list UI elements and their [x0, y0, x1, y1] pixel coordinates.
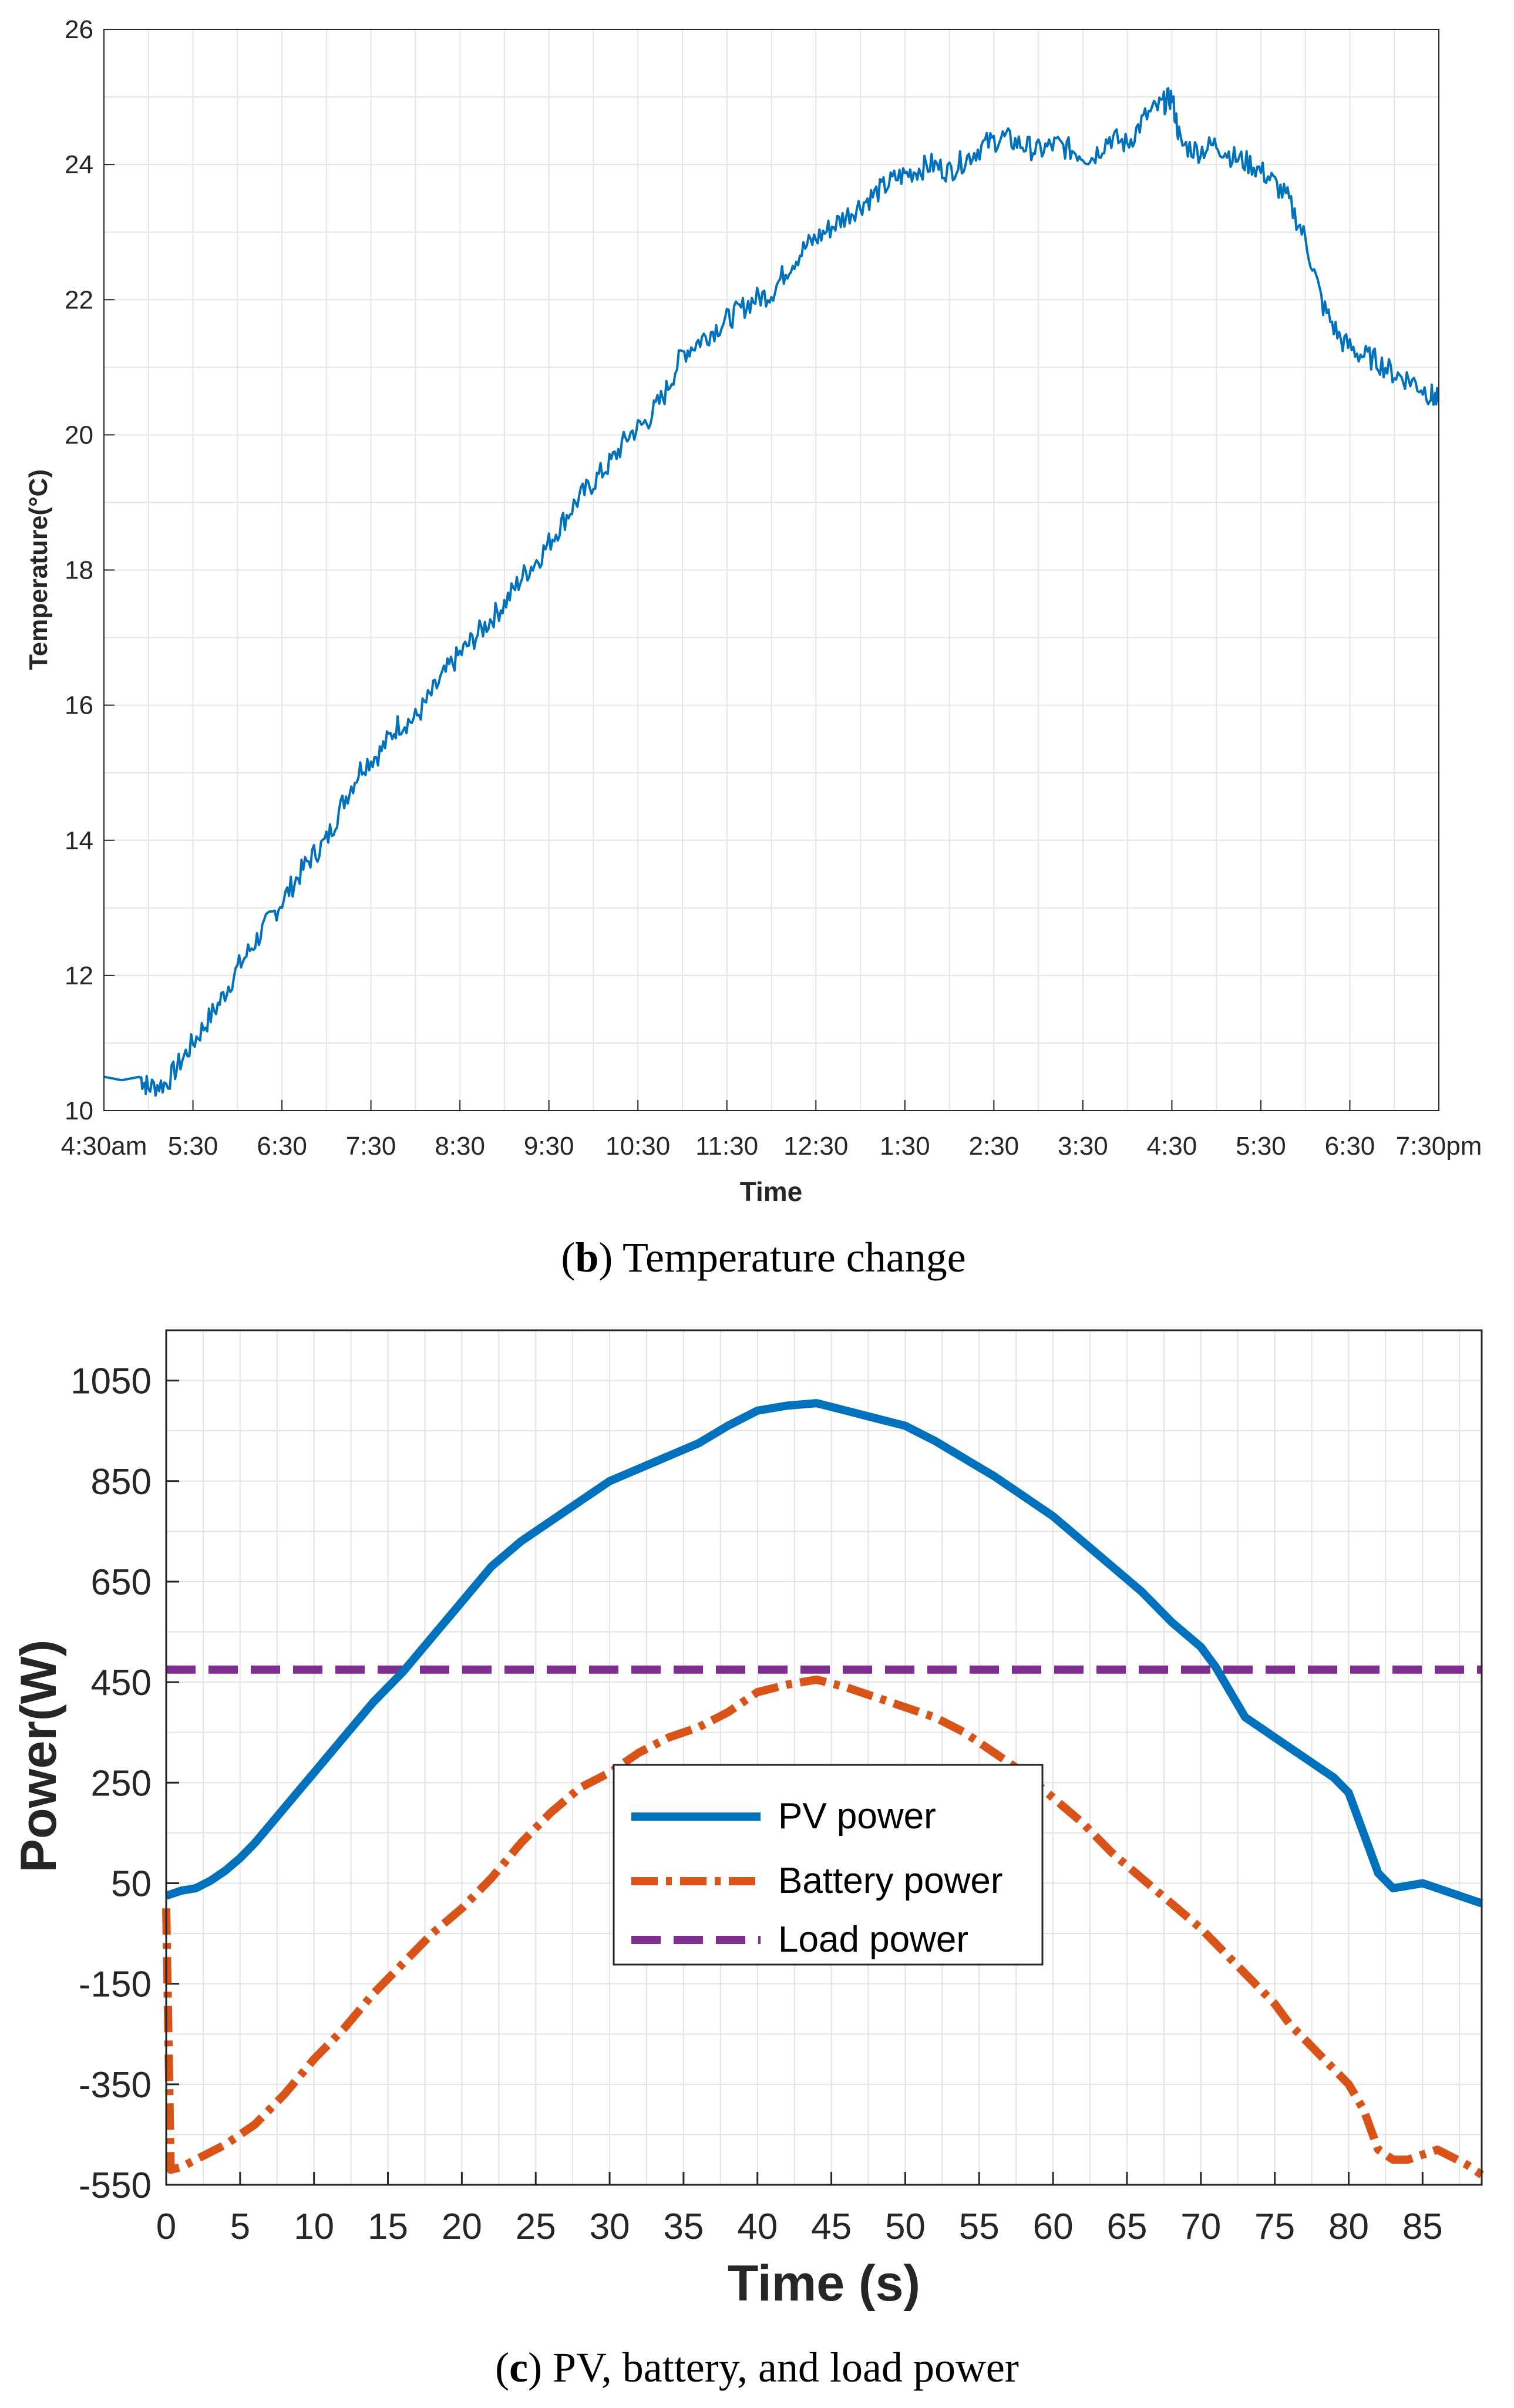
- x-tick-label: 65: [1106, 2207, 1147, 2247]
- x-tick-label: 1:30: [880, 1132, 930, 1161]
- x-tick-label: 45: [811, 2207, 852, 2247]
- x-tick-label: 55: [959, 2207, 1000, 2247]
- y-tick-label: -150: [79, 1965, 152, 2005]
- caption-c: (c) PV, battery, and load power: [495, 2344, 1019, 2391]
- x-tick-label: 60: [1033, 2207, 1074, 2247]
- legend-box: [613, 1764, 1044, 1966]
- plot-area: [166, 1330, 1482, 2185]
- pv-power-line: [164, 1399, 1483, 1908]
- y-tick-label: 250: [91, 1763, 152, 1804]
- x-tick-label: 0: [156, 2207, 176, 2247]
- x-tick-label: 85: [1402, 2207, 1443, 2247]
- x-tick-label: 15: [368, 2207, 408, 2247]
- y-tick-label: 14: [65, 826, 93, 855]
- x-tick-label: 7:30: [346, 1132, 396, 1161]
- x-tick-label: 10: [294, 2207, 334, 2247]
- x-tick-label: 70: [1180, 2207, 1221, 2247]
- x-tick-label: 11:30: [695, 1132, 758, 1161]
- x-tick-label: 12:30: [783, 1132, 848, 1161]
- y-tick-label: 50: [111, 1864, 152, 1904]
- power-chart: 0 5 10 15 20 25 30 35 40 45 50 55 60 65 70 75 80 85 -550 -3…: [11, 1329, 1484, 2391]
- x-tick-label: 75: [1254, 2207, 1295, 2247]
- y-tick-label: 18: [65, 556, 93, 585]
- x-tick-label: 80: [1328, 2207, 1369, 2247]
- y-tick-label: -350: [79, 2065, 152, 2106]
- x-tick-label: 30: [590, 2207, 630, 2247]
- x-tick-label: 5: [230, 2207, 250, 2247]
- tick-labels: 0 5 10 15 20 25 30 35 40 45 50 55 60 65 70 75 80 85 -550 -3…: [70, 1361, 1443, 2247]
- x-tick-label: 2:30: [969, 1132, 1020, 1161]
- x-tick-label: 9:30: [524, 1132, 574, 1161]
- axes-frame: [103, 29, 1439, 1111]
- y-tick-label: 26: [65, 15, 93, 44]
- x-axis-label: Time (s): [728, 2255, 920, 2312]
- y-tick-label: 450: [91, 1663, 152, 1703]
- tick-labels: 4:30am 5:30 6:30 7:30 8:30 9:30 10:30 11:30 12:3…: [61, 15, 1482, 1161]
- y-axis-label: Power(W): [11, 1640, 67, 1873]
- y-tick-label: 16: [65, 691, 93, 720]
- x-tick-label: 4:30am: [61, 1132, 147, 1161]
- x-tick-label: 8:30: [435, 1132, 485, 1161]
- x-tick-label: 10:30: [605, 1132, 670, 1161]
- y-tick-label: 850: [91, 1462, 152, 1502]
- caption-c-text: ) PV, battery, and load power: [528, 2344, 1019, 2391]
- y-tick-label: 12: [65, 961, 93, 990]
- y-tick-label: 650: [91, 1562, 152, 1603]
- temperature-line: [103, 87, 1439, 1097]
- caption-b-text: ) Temperature change: [598, 1234, 965, 1281]
- legend: PV power Battery power Load power: [613, 1764, 1044, 1966]
- battery-power-line: [162, 1675, 1484, 2178]
- y-axis-label: Temperature(°C): [24, 469, 53, 670]
- x-tick-label: 20: [442, 2207, 482, 2247]
- y-tick-label: 10: [65, 1097, 93, 1125]
- x-axis-label: Time: [740, 1176, 803, 1207]
- x-tick-label: 35: [663, 2207, 704, 2247]
- caption-b: (b) Temperature change: [561, 1234, 965, 1281]
- legend-battery-label: Battery power: [778, 1861, 1003, 1901]
- x-tick-label: 7:30pm: [1396, 1132, 1482, 1161]
- y-tick-label: 22: [65, 285, 93, 314]
- caption-c-label: c: [509, 2344, 528, 2391]
- x-tick-label: 50: [885, 2207, 926, 2247]
- x-tick-label: 6:30: [1325, 1132, 1375, 1161]
- x-tick-label: 5:30: [168, 1132, 218, 1161]
- x-tick-label: 25: [516, 2207, 556, 2247]
- legend-pv-label: PV power: [778, 1796, 936, 1837]
- x-tick-label: 3:30: [1058, 1132, 1108, 1161]
- x-tick-label: 6:30: [257, 1132, 307, 1161]
- y-tick-label: 24: [65, 150, 93, 179]
- legend-load-label: Load power: [778, 1919, 968, 1960]
- x-tick-label: 4:30: [1147, 1132, 1197, 1161]
- x-tick-label: 40: [737, 2207, 778, 2247]
- caption-b-label: b: [575, 1234, 598, 1281]
- y-tick-label: 20: [65, 421, 93, 449]
- y-tick-label: 1050: [70, 1361, 152, 1402]
- temperature-chart: 4:30am 5:30 6:30 7:30 8:30 9:30 10:30 11:30 12:3…: [24, 15, 1482, 1281]
- y-tick-label: -550: [79, 2165, 152, 2206]
- x-tick-label: 5:30: [1236, 1132, 1286, 1161]
- axes-frame: [165, 1329, 1483, 2186]
